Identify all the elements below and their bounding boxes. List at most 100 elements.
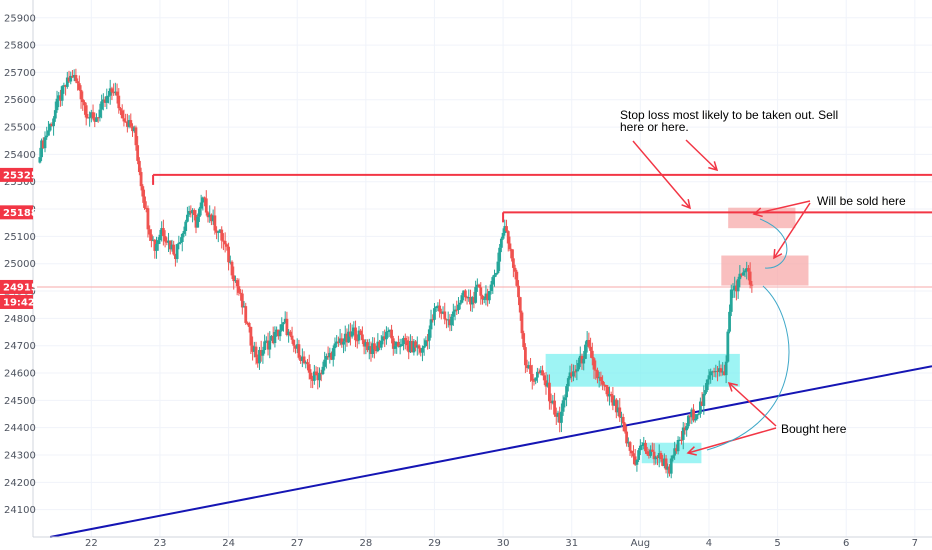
candle-body (302, 356, 306, 364)
candle-body (323, 359, 327, 367)
candle-body (546, 382, 550, 387)
candle-body (539, 370, 543, 373)
candle-body (203, 197, 206, 199)
candle-body (210, 214, 213, 222)
candle-body (482, 298, 486, 300)
candle-body (621, 416, 625, 424)
candle-body (510, 249, 514, 259)
candle-body (168, 240, 172, 250)
candle-body (626, 442, 630, 444)
candle-body (611, 395, 615, 406)
candle-body (601, 380, 604, 385)
candle-body (55, 98, 59, 111)
candle-body (467, 296, 471, 299)
candle-body (700, 401, 704, 406)
candle-body (228, 261, 232, 263)
candle-body (439, 311, 443, 314)
candle-body (115, 91, 119, 96)
candle-body (98, 109, 102, 118)
candle-body (222, 240, 225, 242)
candle-body (448, 319, 452, 326)
candle-body (304, 362, 308, 364)
arrow-stop-to-sold-zone-head (681, 199, 692, 210)
candle-body (362, 340, 366, 347)
candle-body (608, 394, 611, 397)
candle-body (729, 289, 733, 312)
candle-body (40, 140, 43, 158)
candle-body (498, 247, 502, 262)
candle-body (693, 418, 697, 421)
candle-body (258, 350, 261, 364)
candle-body (132, 127, 136, 132)
candle-body (412, 341, 416, 353)
time-axis: 22 23 24 27 28 29 30 31 Aug 4 5 6 7 (33, 536, 932, 549)
candle-body (647, 454, 651, 456)
candle-body (383, 336, 387, 340)
candle-body (120, 110, 124, 119)
candle-body (616, 407, 620, 413)
y-tick-label: 25000 (4, 259, 36, 270)
y-tick-label: 24300 (4, 451, 36, 462)
candle-body (688, 415, 692, 418)
candle-body (577, 363, 580, 370)
candle-body (678, 439, 682, 441)
candle-body (479, 287, 483, 296)
y-tick-label: 24200 (4, 478, 36, 489)
candle-body (650, 449, 654, 452)
candle-body (529, 365, 532, 374)
candle-body (534, 377, 538, 381)
price-tags: 25325 25188 24915 19:42 (0, 167, 38, 309)
y-tick-label: 24800 (4, 314, 36, 325)
candle-body (52, 118, 55, 127)
candle-body (65, 77, 69, 87)
candle-body (580, 355, 584, 364)
y-tick-label: 25800 (4, 41, 36, 52)
arrow-bought-upper-shaft (728, 382, 777, 427)
y-tick-label: 24400 (4, 423, 36, 434)
candle-body (110, 88, 114, 93)
candle-body (560, 411, 563, 423)
candle-body (206, 212, 210, 218)
candle-body (594, 369, 598, 371)
candle-body (74, 75, 78, 82)
candle-body (409, 341, 412, 353)
candle-body (508, 243, 512, 250)
candle-body (489, 284, 493, 292)
y-tick-label: 25300 (4, 177, 36, 188)
arrow-bought-lower-head (686, 446, 697, 456)
candle-body (266, 340, 270, 350)
candle-body (213, 215, 217, 231)
candle-body (235, 280, 239, 287)
candle-body (587, 339, 591, 347)
candle-body (69, 75, 73, 82)
candle-body (57, 95, 61, 99)
price-levels (33, 173, 932, 288)
candle-body (208, 214, 212, 218)
candle-body (91, 112, 95, 119)
candle-body (462, 290, 466, 296)
candle-body (312, 371, 316, 381)
candle-body (366, 342, 369, 351)
candle-body (645, 451, 649, 455)
price-tag-bg-3 (0, 294, 33, 309)
candle-body (673, 448, 677, 456)
candle-body (352, 327, 356, 332)
trendline-layer (49, 365, 932, 538)
arrow-sold-upper-shaft (753, 200, 811, 215)
y-tick-label: 25900 (4, 13, 36, 24)
candle-body (705, 379, 709, 391)
candle-body (532, 380, 536, 382)
candle-body (424, 340, 428, 347)
candle-body (72, 75, 76, 78)
curve-upper (759, 218, 788, 269)
candle-body (141, 186, 145, 197)
candle-body (716, 371, 719, 373)
candle-body (596, 370, 599, 379)
candle-body (728, 311, 731, 332)
candle-body (354, 327, 357, 341)
candle-body (419, 348, 423, 353)
candle-body (666, 466, 670, 470)
candle-body (692, 409, 695, 421)
candle-body (604, 385, 608, 387)
